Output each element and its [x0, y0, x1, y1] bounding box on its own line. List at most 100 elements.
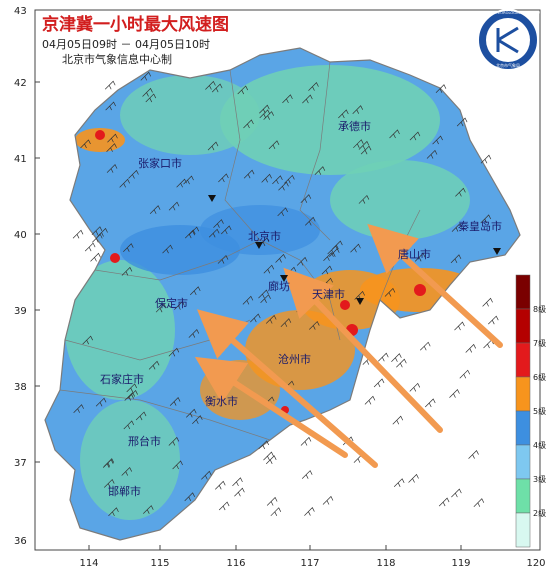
wind-barb — [149, 205, 161, 215]
wind-barb — [73, 404, 84, 414]
wind-barb — [213, 219, 224, 228]
time-range: 04月05日09时 － 04月05日10时 — [42, 38, 210, 51]
wind-direction-arrows — [194, 223, 503, 468]
wind-barb — [438, 497, 450, 507]
wind-barb — [358, 194, 370, 204]
wind-barb — [84, 242, 96, 252]
wind-barb — [352, 105, 364, 114]
wind-barb — [459, 369, 471, 379]
wind-barb — [214, 480, 226, 490]
wind-barb — [234, 487, 245, 497]
wind-barb — [192, 415, 203, 424]
wind-barb — [259, 109, 271, 119]
city-label: 保定市 — [155, 296, 188, 310]
wind-barb — [263, 264, 275, 274]
arrow-3 — [196, 309, 378, 468]
wind-barb — [265, 455, 277, 465]
wind-barb — [121, 466, 133, 476]
wind-barb — [95, 397, 107, 407]
lon-tick: 119 — [451, 558, 470, 569]
city-label: 唐山市 — [398, 247, 431, 261]
wind-barb — [107, 133, 118, 143]
lat-tick: 39 — [14, 306, 27, 317]
wind-barb — [322, 495, 334, 505]
wind-barb — [168, 436, 180, 446]
wind-barb — [162, 244, 173, 254]
wind-barb — [168, 201, 180, 211]
lon-tick: 120 — [526, 558, 545, 569]
wind-barb — [135, 411, 147, 421]
wind-barb — [174, 301, 185, 310]
wind-barb — [205, 80, 216, 90]
wind-barb — [148, 360, 160, 370]
wind-barb — [275, 253, 286, 263]
wind-barb — [207, 141, 219, 151]
wind-barb — [456, 117, 468, 127]
wind-barb — [72, 229, 84, 239]
wind-barb — [104, 80, 116, 90]
wind-barb — [393, 478, 405, 488]
bureau-logo: 北京市气象局 BEIJING METEOROLOGICAL BUREAU — [476, 9, 541, 71]
lon-tick: 114 — [79, 558, 98, 569]
wind-barb — [142, 87, 153, 97]
wind-barb — [451, 222, 463, 232]
wind-barb — [308, 82, 319, 91]
lon-tick: 116 — [226, 558, 245, 569]
wind-barb — [263, 111, 274, 120]
wind-barb — [261, 173, 272, 183]
wind-barb — [106, 164, 118, 173]
wind-barb — [176, 178, 187, 188]
wind-barb — [282, 94, 293, 104]
arrow-1 — [367, 223, 503, 348]
wind-barb — [91, 233, 103, 243]
city-label: 张家口市 — [138, 156, 182, 170]
wind-barb — [473, 498, 485, 507]
wind-barb — [121, 266, 133, 276]
lat-tick: 43 — [14, 6, 27, 17]
wind-barb — [80, 139, 91, 149]
arrow-4 — [194, 356, 348, 458]
wind-barb — [143, 505, 154, 514]
wind-barb — [391, 353, 402, 362]
axis-tick-marks — [35, 81, 462, 550]
wind-barb — [201, 470, 212, 480]
logo-text: BEIJING METEOROLOGICAL BUREAU — [476, 11, 541, 15]
lat-tick: 37 — [14, 458, 27, 469]
wind-barb — [284, 174, 295, 184]
wind-barbs — [72, 71, 499, 517]
station-markers — [208, 195, 501, 305]
wind-barb — [392, 415, 404, 425]
legend-level: 2级 — [533, 508, 546, 518]
wind-barb — [237, 85, 249, 95]
wind-barb — [314, 166, 326, 176]
city-label: 天津市 — [312, 287, 345, 301]
logo-subtext: 北京市气象局 — [496, 62, 520, 68]
lat-tick: 36 — [14, 536, 27, 547]
wind-barb — [102, 459, 114, 468]
wind-barb — [211, 83, 223, 93]
wind-barb — [408, 473, 419, 483]
longitude-axis: 114 115 116 117 118 119 120 — [79, 558, 545, 569]
wind-barb — [419, 341, 431, 351]
latitude-axis: 43 42 41 40 39 38 37 36 — [14, 6, 27, 547]
city-label: 承德市 — [338, 119, 371, 133]
city-label: 廊坊 — [268, 279, 290, 293]
wind-barb — [468, 449, 479, 459]
wind-barb — [155, 303, 167, 313]
wind-barb — [126, 383, 138, 393]
lon-tick: 117 — [300, 558, 319, 569]
wind-level-legend: 8级 7级 6级 5级 4级 3级 2级 — [515, 274, 546, 548]
wind-barb — [300, 436, 312, 446]
region-border — [44, 47, 521, 541]
wind-barb — [300, 194, 312, 204]
wind-barb — [258, 440, 270, 450]
wind-barb — [426, 149, 438, 159]
wind-barb — [268, 140, 280, 150]
wind-barb — [123, 243, 134, 252]
wind-barb — [424, 398, 436, 408]
wind-barb — [465, 343, 477, 353]
city-labels: 承德市 张家口市 北京市 秦皇岛市 唐山市 天津市 保定市 廊坊 沧州市 石家庄… — [100, 119, 502, 498]
wind-barb — [384, 287, 396, 297]
